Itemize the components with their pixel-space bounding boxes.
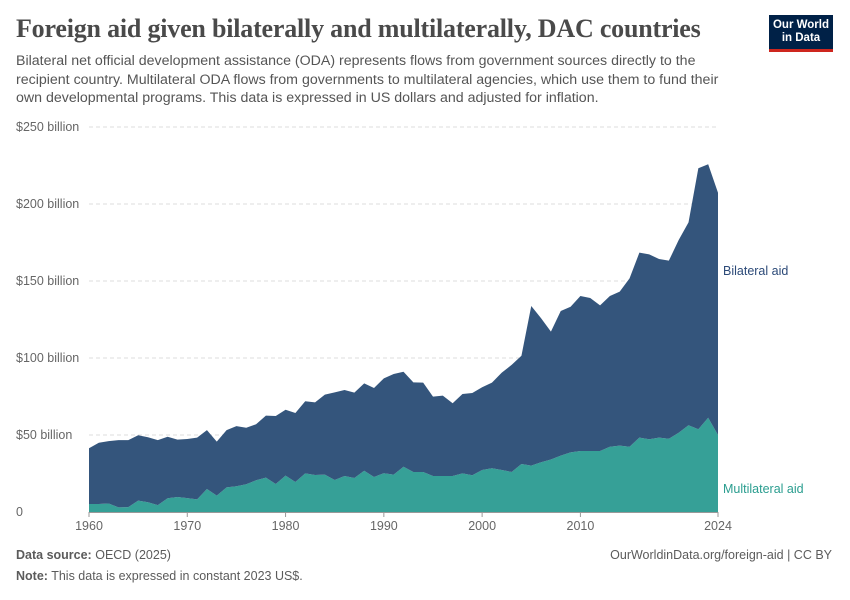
owid-logo[interactable]: Our World in Data [769,15,833,52]
x-tick-label: 2010 [567,519,595,533]
chart-subtitle: Bilateral net official development assis… [16,53,719,106]
area-multilateral-aid [89,417,718,512]
y-axis: 0 $50 billion $100 billion $150 billion $200… [16,120,79,519]
series-label: Multilateral aid [723,482,804,496]
x-tick-label: 1980 [272,519,300,533]
x-axis: 1960 1970 1980 1990 2000 2010 2024 [75,512,732,533]
x-tick-label: 2024 [704,519,732,533]
source-url[interactable]: OurWorldinData.org/foreign-aid | CC BY [610,548,832,562]
y-tick-label: $200 billion [16,197,79,211]
note-text: This data is expressed in constant 2023 … [51,569,303,583]
y-tick-label: $50 billion [16,428,72,442]
y-tick-label: $100 billion [16,351,79,365]
source-value[interactable]: OECD (2025) [95,548,171,562]
x-tick-label: 1960 [75,519,103,533]
source-label: Data source: [16,548,92,562]
y-tick-label: 0 [16,505,23,519]
area-bilateral-aid [89,164,718,508]
y-tick-label: $150 billion [16,274,79,288]
note: Note: This data is expressed in constant… [16,569,303,583]
series-label: Bilateral aid [723,264,788,278]
chart-title: Foreign aid given bilaterally and multil… [16,14,701,43]
note-label: Note: [16,569,48,583]
areas [89,164,718,512]
x-tick-label: 1990 [370,519,398,533]
data-source: Data source: OECD (2025) [16,548,171,562]
y-tick-label: $250 billion [16,120,79,134]
x-tick-label: 1970 [173,519,201,533]
series-labels: Multilateral aid Bilateral aid [723,264,804,496]
x-tick-label: 2000 [468,519,496,533]
